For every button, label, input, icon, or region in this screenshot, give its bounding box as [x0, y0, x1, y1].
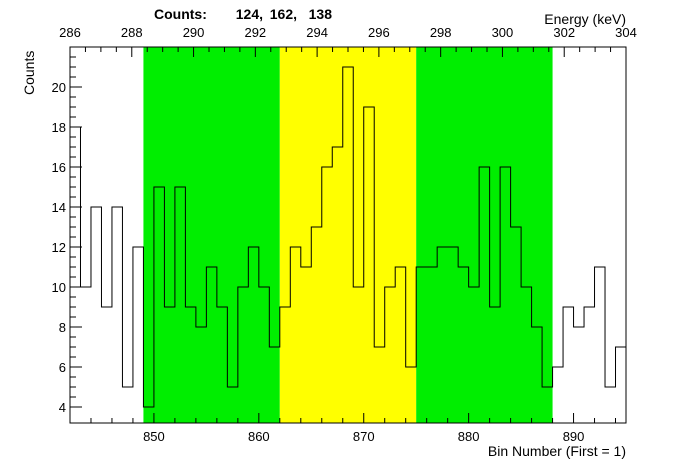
region-left-background — [143, 47, 280, 423]
counts-label: Counts: — [154, 6, 207, 22]
y-tick-label: 14 — [52, 200, 66, 215]
x-tick-label: 880 — [458, 429, 480, 444]
energy-tick-label: 302 — [553, 25, 575, 40]
bottom-axis-label: Bin Number (First = 1) — [488, 443, 626, 459]
histogram-outline — [69, 66, 627, 423]
histogram-layer — [69, 66, 627, 423]
region-peak — [279, 47, 417, 423]
energy-tick-label: 286 — [59, 25, 81, 40]
top-axis-label: Energy (keV) — [544, 11, 626, 27]
counts-value-left: 124, — [236, 6, 263, 22]
energy-tick-label: 298 — [430, 25, 452, 40]
y-tick-label: 20 — [52, 80, 66, 95]
ticks-layer: 850 860 870 880 890 286 288 290 292 294 296 298 300 3… — [52, 25, 637, 444]
x-tick-label: 860 — [248, 429, 270, 444]
energy-tick-label: 288 — [121, 25, 143, 40]
region-right-background — [416, 47, 553, 423]
counts-value-peak: 162, — [270, 6, 297, 22]
y-axis-label: Counts — [21, 51, 37, 95]
y-tick-label: 4 — [59, 400, 66, 415]
y-tick-label: 6 — [59, 360, 66, 375]
x-tick-label: 890 — [563, 429, 585, 444]
energy-tick-label: 292 — [244, 25, 266, 40]
regions-layer — [143, 47, 553, 423]
y-tick-label: 10 — [52, 280, 66, 295]
energy-tick-label: 294 — [306, 25, 328, 40]
x-tick-label: 850 — [143, 429, 165, 444]
energy-tick-label: 300 — [492, 25, 514, 40]
counts-value-right: 138 — [309, 6, 333, 22]
y-tick-label: 18 — [52, 120, 66, 135]
energy-tick-label: 296 — [368, 25, 390, 40]
y-tick-label: 12 — [52, 240, 66, 255]
y-tick-label: 8 — [59, 320, 66, 335]
y-tick-label: 16 — [52, 160, 66, 175]
x-tick-label: 870 — [353, 429, 375, 444]
energy-tick-label: 304 — [615, 25, 637, 40]
energy-tick-label: 290 — [183, 25, 205, 40]
